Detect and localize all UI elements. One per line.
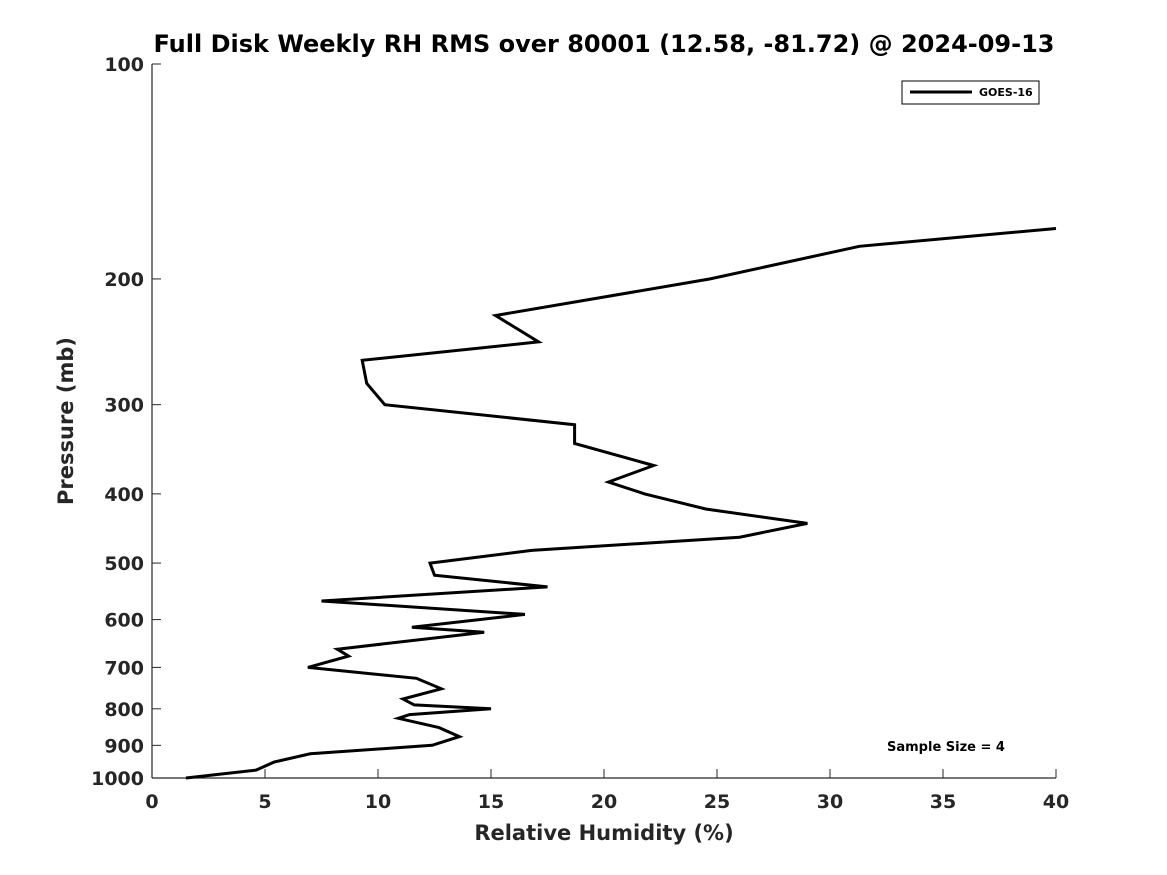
y-tick-label: 800 [104, 699, 144, 721]
y-tick-label: 500 [104, 553, 144, 575]
y-axis-label: Pressure (mb) [54, 337, 78, 505]
chart-title: Full Disk Weekly RH RMS over 80001 (12.5… [153, 30, 1054, 58]
x-tick-label: 15 [478, 791, 504, 813]
y-tick-label: 600 [104, 610, 144, 632]
y-tick-label: 900 [104, 735, 144, 757]
series-layer [185, 227, 1057, 780]
legend: GOES-16 [901, 80, 1040, 105]
y-tick-label: 200 [104, 269, 144, 291]
x-tick-label: 0 [145, 791, 158, 813]
plot-background [152, 64, 1056, 778]
sample-size-annotation: Sample Size = 4 [887, 740, 1005, 755]
y-tick-label: 100 [104, 54, 144, 76]
series-line-goes-16 [185, 227, 1057, 780]
axes: 0 5 10 15 20 25 30 35 40 100 200 300 400 500 600 700 800… [91, 54, 1069, 813]
y-tick-label: 300 [104, 395, 144, 417]
x-axis-label: Relative Humidity (%) [474, 821, 733, 845]
x-tick-label: 30 [817, 791, 843, 813]
y-tick-label: 400 [104, 484, 144, 506]
x-tick-label: 5 [258, 791, 271, 813]
x-tick-label: 40 [1043, 791, 1069, 813]
x-tick-label: 35 [930, 791, 956, 813]
x-tick-label: 25 [704, 791, 730, 813]
legend-label-goes-16: GOES-16 [979, 86, 1033, 99]
x-tick-label: 20 [591, 791, 617, 813]
x-tick-label: 10 [365, 791, 391, 813]
y-tick-label: 1000 [91, 768, 144, 790]
y-tick-label: 700 [104, 657, 144, 679]
